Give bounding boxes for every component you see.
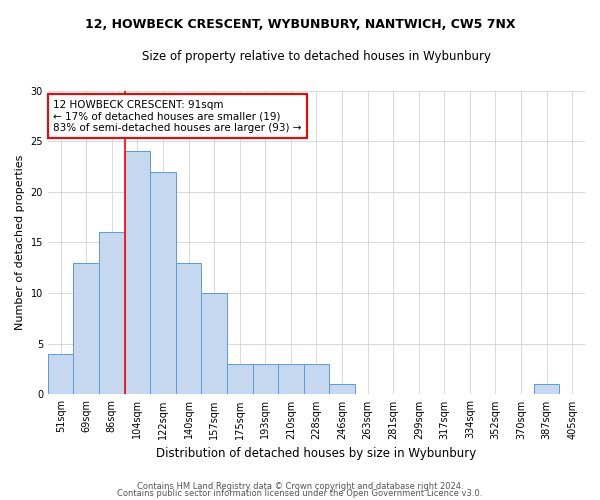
Text: 12, HOWBECK CRESCENT, WYBUNBURY, NANTWICH, CW5 7NX: 12, HOWBECK CRESCENT, WYBUNBURY, NANTWIC… (85, 18, 515, 30)
Text: 12 HOWBECK CRESCENT: 91sqm
← 17% of detached houses are smaller (19)
83% of semi: 12 HOWBECK CRESCENT: 91sqm ← 17% of deta… (53, 100, 302, 133)
Bar (227, 364, 253, 394)
Bar (176, 263, 202, 394)
Y-axis label: Number of detached properties: Number of detached properties (15, 155, 25, 330)
Bar (253, 364, 278, 394)
Bar (329, 384, 355, 394)
Bar (48, 354, 73, 395)
Bar (278, 364, 304, 394)
Text: Contains HM Land Registry data © Crown copyright and database right 2024.: Contains HM Land Registry data © Crown c… (137, 482, 463, 491)
X-axis label: Distribution of detached houses by size in Wybunbury: Distribution of detached houses by size … (157, 447, 476, 460)
Title: Size of property relative to detached houses in Wybunbury: Size of property relative to detached ho… (142, 50, 491, 63)
Bar (99, 232, 125, 394)
Bar (534, 384, 559, 394)
Bar (304, 364, 329, 394)
Bar (150, 172, 176, 394)
Bar (73, 263, 99, 394)
Bar (125, 152, 150, 394)
Bar (202, 293, 227, 394)
Text: Contains public sector information licensed under the Open Government Licence v3: Contains public sector information licen… (118, 489, 482, 498)
